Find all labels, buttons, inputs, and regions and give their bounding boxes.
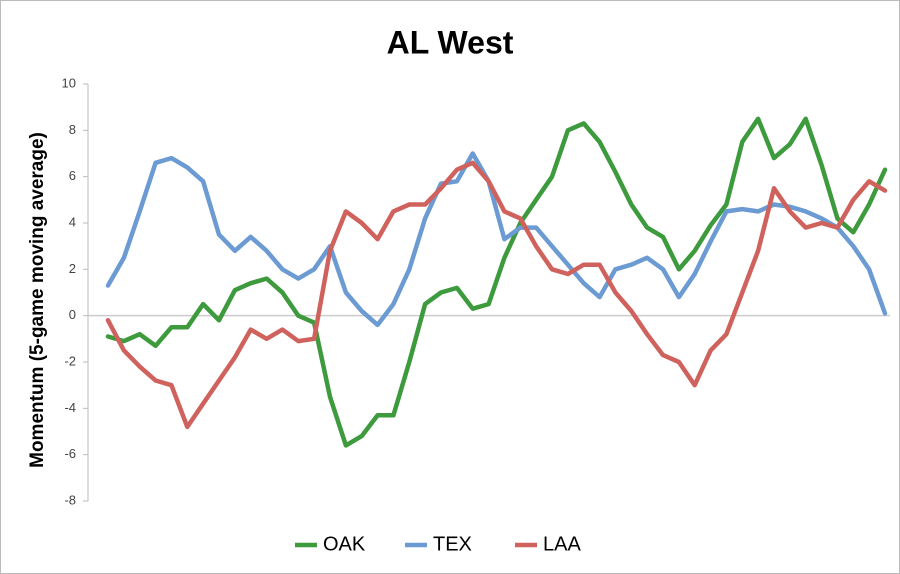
y-axis-label: Momentum (5-game moving average) [27,132,48,468]
legend-label: TEX [433,533,472,555]
series-line [105,151,888,328]
series-line [105,116,888,448]
chart-title: AL West [387,24,514,60]
y-tick-label: -6 [64,446,76,461]
y-tick-label: 8 [69,122,76,137]
y-tick-label: -2 [64,353,76,368]
y-tick-label: 2 [69,261,76,276]
y-tick-label: -4 [64,400,76,415]
series-line [105,160,888,430]
legend-label: OAK [323,533,366,555]
y-tick-label: -8 [64,492,76,507]
y-tick-label: 6 [69,168,76,183]
y-tick-label: 10 [62,75,76,90]
y-tick-label: 4 [69,214,76,229]
legend-label: LAA [543,533,581,555]
y-tick-label: 0 [69,307,76,322]
